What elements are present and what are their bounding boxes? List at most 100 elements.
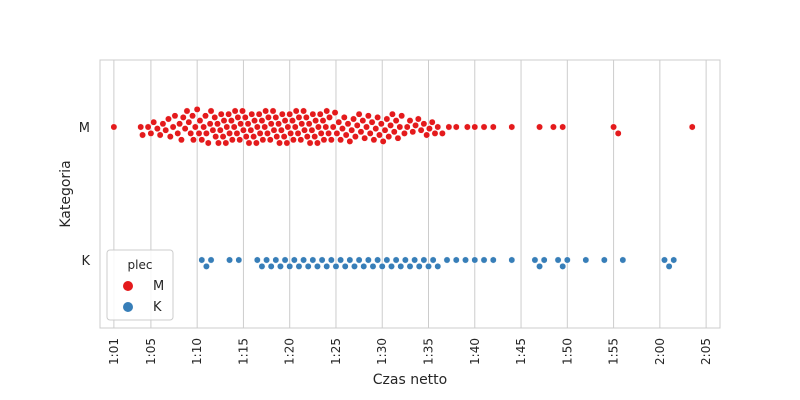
point-k: [452, 256, 460, 264]
point-k: [286, 262, 294, 270]
point-m: [314, 123, 322, 131]
point-k: [304, 262, 312, 270]
point-m: [245, 139, 253, 147]
point-k: [388, 262, 395, 270]
point-k: [425, 262, 432, 270]
point-k: [351, 262, 358, 270]
point-m: [287, 129, 295, 137]
point-m: [234, 113, 242, 121]
point-m: [202, 129, 210, 137]
point-m: [233, 129, 241, 137]
point-m: [403, 123, 411, 131]
point-m: [434, 123, 442, 131]
point-m: [339, 125, 346, 133]
point-m: [156, 131, 164, 139]
point-m: [286, 110, 294, 118]
point-k: [661, 256, 668, 264]
point-k: [360, 262, 368, 270]
point-m: [281, 117, 289, 125]
point-k: [508, 256, 516, 264]
point-m: [364, 112, 372, 120]
point-m: [298, 120, 306, 128]
x-tick-label: 1:55: [607, 338, 621, 365]
point-m: [390, 128, 398, 136]
point-m: [251, 117, 258, 125]
point-m: [244, 120, 252, 128]
point-m: [346, 137, 354, 145]
legend-label-m: M: [153, 279, 164, 294]
point-m: [320, 136, 328, 144]
point-m: [388, 110, 396, 118]
point-m: [508, 123, 516, 131]
point-m: [387, 121, 395, 129]
point-m: [291, 123, 299, 131]
point-m: [110, 123, 118, 131]
point-m: [423, 131, 431, 139]
point-m: [159, 120, 167, 128]
point-m: [139, 131, 147, 139]
x-tick-label: 1:40: [468, 338, 482, 365]
point-k: [378, 262, 386, 270]
point-k: [415, 262, 423, 270]
point-m: [211, 113, 219, 121]
point-m: [340, 113, 348, 121]
point-m: [425, 125, 433, 133]
point-k: [263, 256, 271, 264]
point-k: [397, 262, 405, 270]
point-m: [202, 112, 209, 120]
point-k: [563, 256, 571, 264]
point-m: [409, 128, 417, 136]
x-tick-label: 1:25: [329, 338, 343, 365]
point-m: [276, 139, 283, 147]
point-m: [306, 139, 314, 147]
point-m: [350, 115, 357, 123]
point-m: [250, 133, 258, 141]
point-m: [610, 123, 618, 131]
point-m: [392, 117, 400, 125]
point-m: [191, 123, 199, 131]
point-m: [256, 129, 264, 137]
point-k: [559, 262, 567, 270]
point-m: [226, 129, 234, 137]
point-m: [300, 107, 308, 115]
point-m: [230, 123, 238, 131]
point-m: [147, 129, 155, 137]
point-m: [283, 139, 291, 147]
point-m: [394, 134, 402, 142]
point-m: [471, 123, 479, 131]
point-m: [322, 123, 330, 131]
point-m: [452, 123, 460, 131]
point-m: [277, 126, 285, 134]
point-m: [406, 117, 414, 125]
point-m: [228, 136, 236, 144]
point-m: [262, 107, 270, 115]
point-m: [327, 136, 335, 144]
point-m: [236, 136, 244, 144]
point-m: [259, 136, 267, 144]
point-k: [420, 256, 428, 264]
point-m: [264, 129, 271, 137]
point-k: [531, 256, 539, 264]
point-m: [269, 107, 277, 115]
point-k: [411, 256, 419, 264]
point-m: [309, 110, 317, 118]
point-m: [323, 107, 331, 115]
point-k: [323, 262, 331, 270]
point-k: [600, 256, 608, 264]
point-k: [281, 256, 289, 264]
point-m: [297, 136, 305, 144]
point-m: [374, 113, 382, 121]
point-k: [341, 262, 349, 270]
point-k: [235, 256, 243, 264]
point-m: [267, 120, 275, 128]
point-m: [204, 139, 212, 147]
point-m: [177, 136, 185, 144]
point-k: [471, 256, 479, 264]
point-m: [273, 133, 281, 141]
point-m: [363, 123, 370, 131]
point-m: [261, 123, 269, 131]
point-m: [275, 120, 283, 128]
point-m: [280, 133, 288, 141]
point-m: [215, 139, 222, 147]
point-m: [420, 120, 428, 128]
